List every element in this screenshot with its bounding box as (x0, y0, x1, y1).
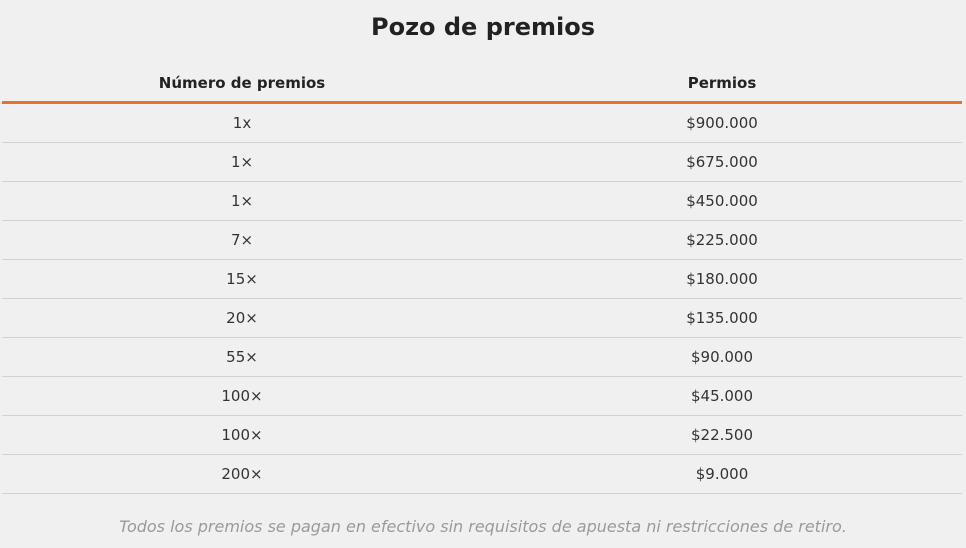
prize-count-cell: 1× (2, 142, 482, 182)
prize-amount-cell: $450.000 (482, 181, 962, 221)
prize-amount-cell: $9.000 (482, 454, 962, 494)
prize-count-cell: 20× (2, 298, 482, 338)
table-row: 20× $135.000 (2, 298, 962, 338)
table-row: 15× $180.000 (2, 259, 962, 299)
table-row: 200× $9.000 (2, 454, 962, 494)
table-row: 1x $900.000 (2, 102, 962, 143)
prize-count-cell: 1× (2, 181, 482, 221)
prize-count-cell: 15× (2, 259, 482, 299)
prize-amount-cell: $135.000 (482, 298, 962, 338)
prize-count-cell: 7× (2, 220, 482, 260)
footnote: Todos los premios se pagan en efectivo s… (119, 517, 847, 536)
table-header-row: Número de premios Permios (2, 64, 962, 104)
table-row: 7× $225.000 (2, 220, 962, 260)
prize-amount-cell: $45.000 (482, 376, 962, 416)
page-title: Pozo de premios (370, 13, 595, 41)
prize-amount-cell: $90.000 (482, 337, 962, 377)
prize-amount-cell: $22.500 (482, 415, 962, 455)
prize-amount-cell: $225.000 (482, 220, 962, 260)
table-row: 1× $675.000 (2, 142, 962, 182)
prize-amount-cell: $675.000 (482, 142, 962, 182)
prize-table: Número de premios Permios 1x $900.000 1×… (2, 64, 962, 494)
prize-count-cell: 1x (2, 102, 482, 143)
table-row: 100× $22.500 (2, 415, 962, 455)
table-row: 55× $90.000 (2, 337, 962, 377)
prize-amount-cell: $900.000 (482, 102, 962, 143)
header-prize-amount: Permios (482, 64, 962, 104)
header-prize-count: Número de premios (2, 64, 482, 104)
table-row: 100× $45.000 (2, 376, 962, 416)
prize-count-cell: 100× (2, 376, 482, 416)
table-row: 1× $450.000 (2, 181, 962, 221)
prize-count-cell: 55× (2, 337, 482, 377)
prize-count-cell: 200× (2, 454, 482, 494)
prize-count-cell: 100× (2, 415, 482, 455)
prize-amount-cell: $180.000 (482, 259, 962, 299)
